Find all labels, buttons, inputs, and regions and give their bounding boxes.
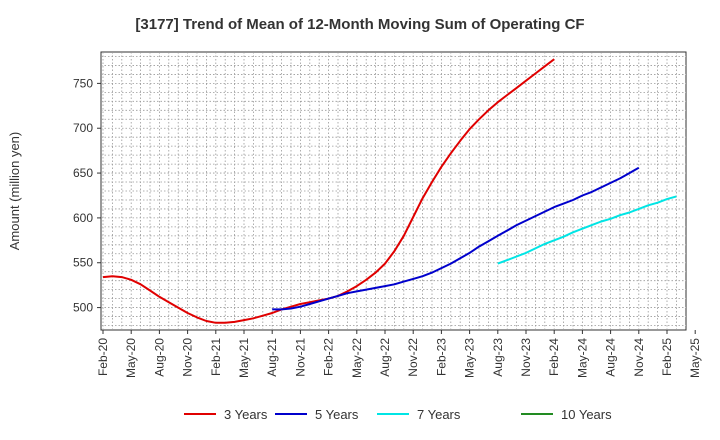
x-tick-label: Aug-22 bbox=[378, 338, 392, 377]
legend-label: 5 Years bbox=[315, 407, 359, 422]
x-tick-label: Feb-25 bbox=[660, 338, 674, 376]
y-tick-label: 500 bbox=[73, 301, 93, 315]
x-tick-label: Aug-20 bbox=[152, 338, 166, 377]
x-tick-label: Nov-23 bbox=[519, 338, 533, 377]
legend-item-5-years: 5 Years bbox=[275, 407, 359, 422]
x-tick-label: Feb-20 bbox=[96, 338, 110, 376]
x-tick-label: Feb-22 bbox=[322, 338, 336, 376]
y-axis-label: Amount (million yen) bbox=[7, 132, 22, 251]
x-tick-label: May-20 bbox=[124, 338, 138, 378]
x-tick-label: Aug-24 bbox=[604, 338, 618, 377]
x-tick-label: May-25 bbox=[688, 338, 702, 378]
y-tick-label: 700 bbox=[73, 121, 93, 135]
x-tick-label: Feb-21 bbox=[209, 338, 223, 376]
series-line-7-years bbox=[497, 195, 677, 265]
legend-label: 7 Years bbox=[417, 407, 461, 422]
x-axis: Feb-20 May-20 Aug-20 Nov-20 Feb-21 May-21 Aug-… bbox=[96, 330, 702, 378]
legend-label: 10 Years bbox=[561, 407, 612, 422]
y-tick-label: 650 bbox=[73, 166, 93, 180]
series-lines bbox=[102, 58, 677, 324]
x-tick-label: Nov-22 bbox=[406, 338, 420, 377]
x-tick-label: May-23 bbox=[463, 338, 477, 378]
x-tick-label: May-24 bbox=[575, 338, 589, 378]
legend-item-7-years: 7 Years bbox=[377, 407, 461, 422]
y-tick-label: 550 bbox=[73, 256, 93, 270]
x-tick-label: May-21 bbox=[237, 338, 251, 378]
legend: 3 Years 5 Years 7 Years 10 Years bbox=[184, 407, 612, 422]
y-tick-label: 750 bbox=[73, 76, 93, 90]
x-tick-label: Nov-21 bbox=[293, 338, 307, 377]
series-line-5-years bbox=[272, 166, 640, 311]
legend-item-10-years: 10 Years bbox=[521, 407, 612, 422]
x-tick-label: May-22 bbox=[350, 338, 364, 378]
x-tick-label: Nov-24 bbox=[632, 338, 646, 377]
x-tick-label: Feb-23 bbox=[434, 338, 448, 376]
y-axis: 500 550 600 650 700 750 bbox=[73, 76, 101, 315]
grid bbox=[101, 52, 686, 330]
legend-label: 3 Years bbox=[224, 407, 268, 422]
chart-title: [3177] Trend of Mean of 12-Month Moving … bbox=[135, 16, 584, 33]
x-tick-label: Nov-20 bbox=[181, 338, 195, 377]
y-tick-label: 600 bbox=[73, 211, 93, 225]
x-tick-label: Aug-23 bbox=[491, 338, 505, 377]
x-tick-label: Feb-24 bbox=[547, 338, 561, 376]
legend-item-3-years: 3 Years bbox=[184, 407, 268, 422]
x-tick-label: Aug-21 bbox=[265, 338, 279, 377]
